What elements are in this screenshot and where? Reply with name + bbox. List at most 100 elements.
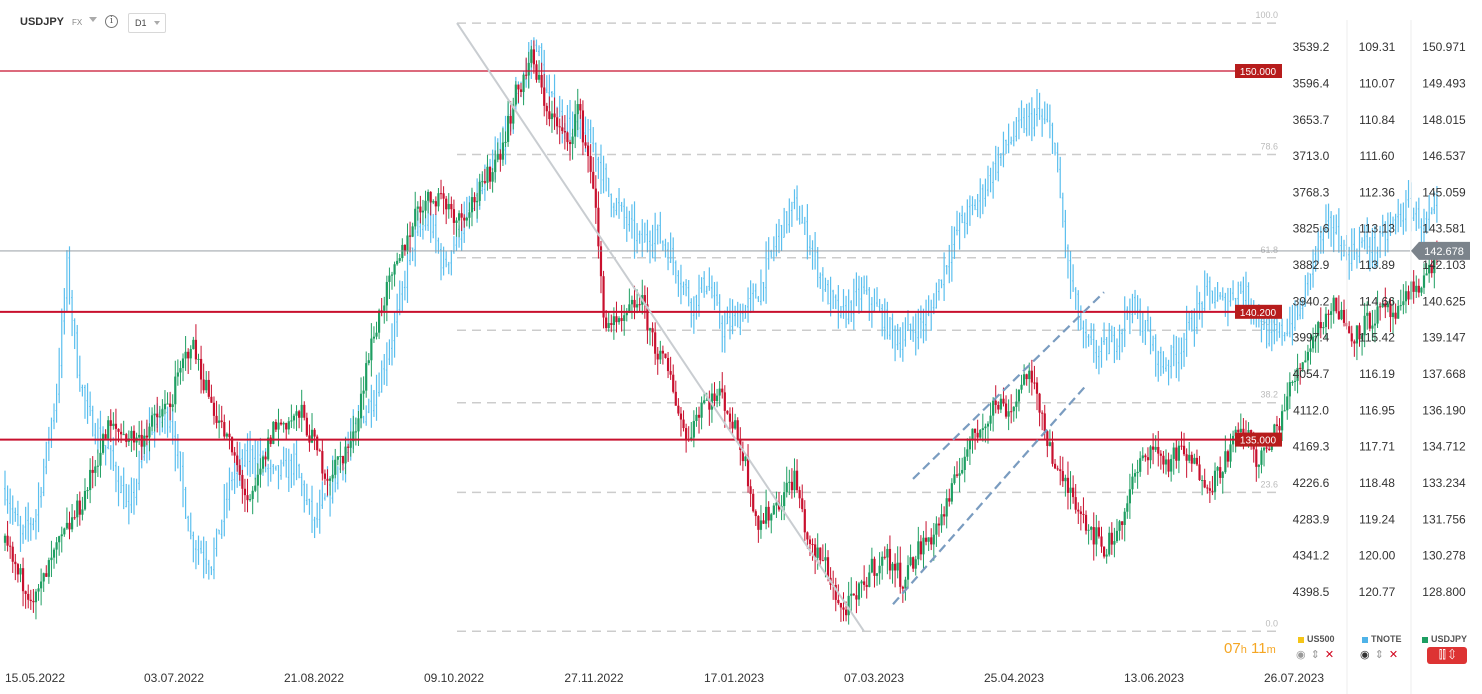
candle-body bbox=[416, 206, 419, 209]
candle-body bbox=[225, 433, 228, 437]
candle-body bbox=[112, 423, 115, 426]
us500-tick-label: 3825.6 bbox=[1293, 222, 1330, 236]
candle-body bbox=[824, 557, 827, 561]
candle-body bbox=[120, 431, 123, 435]
candle-body bbox=[715, 395, 719, 402]
candle-body bbox=[11, 546, 14, 562]
usdjpy-tick-label: 131.756 bbox=[1422, 512, 1466, 526]
candle-body bbox=[692, 420, 695, 438]
candle-body bbox=[875, 573, 879, 576]
candle-body bbox=[1066, 477, 1070, 493]
move-icon[interactable]: ⇕ bbox=[1374, 649, 1384, 661]
candle-body bbox=[1139, 458, 1142, 472]
candle-body bbox=[357, 418, 360, 432]
candle-body bbox=[125, 434, 128, 442]
symbol-dropdown-icon[interactable] bbox=[89, 17, 97, 22]
candle-body bbox=[145, 435, 148, 438]
drawing-tools[interactable]: 150.000 140.200 135.000 bbox=[0, 22, 1410, 632]
candle-body bbox=[1146, 457, 1150, 461]
candle-body bbox=[1360, 335, 1364, 340]
candle-body bbox=[677, 405, 680, 414]
fib-level-label: 61.8 bbox=[1260, 245, 1278, 255]
candle-body bbox=[1195, 457, 1199, 465]
candle-body bbox=[390, 274, 394, 276]
channel-upper-line[interactable] bbox=[912, 291, 1105, 480]
candle-body bbox=[540, 74, 543, 88]
candle-body bbox=[1182, 445, 1186, 455]
move-icon[interactable]: ⇕ bbox=[1310, 649, 1320, 661]
candle-body bbox=[966, 449, 969, 457]
candle-body bbox=[55, 542, 58, 550]
candle-body bbox=[491, 172, 494, 182]
candle-body bbox=[223, 422, 226, 437]
usdjpy-tick-label: 149.493 bbox=[1422, 76, 1466, 90]
candle-body bbox=[328, 478, 332, 481]
chart-type-button[interactable]: ⫿⫿ ⇕ bbox=[1427, 647, 1467, 664]
x-tick-label: 13.06.2023 bbox=[1124, 671, 1184, 685]
candle-body bbox=[713, 393, 716, 402]
candle-body bbox=[605, 317, 608, 329]
candle-body bbox=[264, 456, 267, 460]
candle-body bbox=[215, 415, 218, 423]
eye-icon[interactable]: ◉ bbox=[1360, 649, 1370, 661]
candle-body bbox=[512, 104, 515, 124]
candle-body bbox=[798, 490, 801, 499]
close-icon[interactable]: ✕ bbox=[1324, 649, 1335, 661]
candle-body bbox=[1373, 323, 1377, 326]
candle-body bbox=[158, 416, 161, 418]
us500-tick-label: 3713.0 bbox=[1293, 149, 1330, 163]
symbol-label[interactable]: USDJPY bbox=[20, 16, 65, 28]
candle-body bbox=[230, 437, 234, 453]
candle-body bbox=[171, 404, 174, 408]
candle-body bbox=[1319, 322, 1322, 329]
candle-body bbox=[1260, 450, 1263, 465]
candle-body bbox=[1219, 467, 1222, 478]
candle-body bbox=[1317, 322, 1320, 337]
candle-body bbox=[1330, 311, 1333, 315]
candle-body bbox=[143, 435, 146, 447]
candle-body bbox=[891, 563, 894, 571]
candle-body bbox=[556, 117, 559, 127]
candle-body bbox=[1242, 428, 1245, 434]
candle-body bbox=[914, 559, 917, 569]
usdjpy-tick-label: 146.537 bbox=[1422, 149, 1466, 163]
us500-tick-label: 4054.7 bbox=[1293, 367, 1330, 381]
gridlines: 100.078.661.850.038.223.60.0 bbox=[457, 10, 1282, 633]
candle-body bbox=[1015, 401, 1018, 407]
candle-body bbox=[1433, 256, 1436, 274]
candle-body bbox=[607, 323, 610, 329]
eye-icon[interactable]: ◉ bbox=[1296, 649, 1306, 661]
chart-header: USDJPY FX i D1 bbox=[0, 0, 600, 40]
candle-body bbox=[254, 485, 257, 491]
candle-body bbox=[1121, 521, 1124, 525]
candle-body bbox=[1164, 459, 1168, 465]
candle-body bbox=[1069, 487, 1072, 493]
usdjpy-tick-label: 133.234 bbox=[1422, 476, 1466, 490]
candle-body bbox=[1110, 532, 1113, 545]
candle-body bbox=[169, 403, 172, 408]
candle-body bbox=[1180, 445, 1183, 447]
candle-body bbox=[566, 132, 569, 143]
candle-body bbox=[476, 200, 479, 203]
candle-body bbox=[236, 455, 239, 466]
candle-body bbox=[359, 393, 363, 419]
candle-body bbox=[1046, 431, 1049, 446]
close-icon[interactable]: ✕ bbox=[1388, 649, 1399, 661]
candle-body bbox=[199, 358, 203, 380]
tnote-tick-label: 119.24 bbox=[1359, 512, 1395, 526]
candle-body bbox=[427, 191, 430, 201]
candle-body bbox=[349, 441, 352, 448]
candle-body bbox=[638, 304, 641, 306]
chevron-down-icon bbox=[154, 21, 160, 25]
usdjpy-series bbox=[3, 40, 1438, 625]
tnote-tick-label: 112.36 bbox=[1359, 185, 1395, 199]
timeframe-select[interactable]: D1 bbox=[128, 13, 166, 33]
channel-lower-line[interactable] bbox=[892, 384, 1087, 605]
fib-trend-line[interactable] bbox=[456, 22, 865, 632]
us500-tick-label: 3940.2 bbox=[1293, 294, 1330, 308]
info-icon[interactable]: i bbox=[105, 15, 118, 28]
candle-body bbox=[734, 420, 737, 429]
candle-body bbox=[176, 372, 179, 377]
us500-tick-label: 3768.3 bbox=[1293, 185, 1330, 199]
